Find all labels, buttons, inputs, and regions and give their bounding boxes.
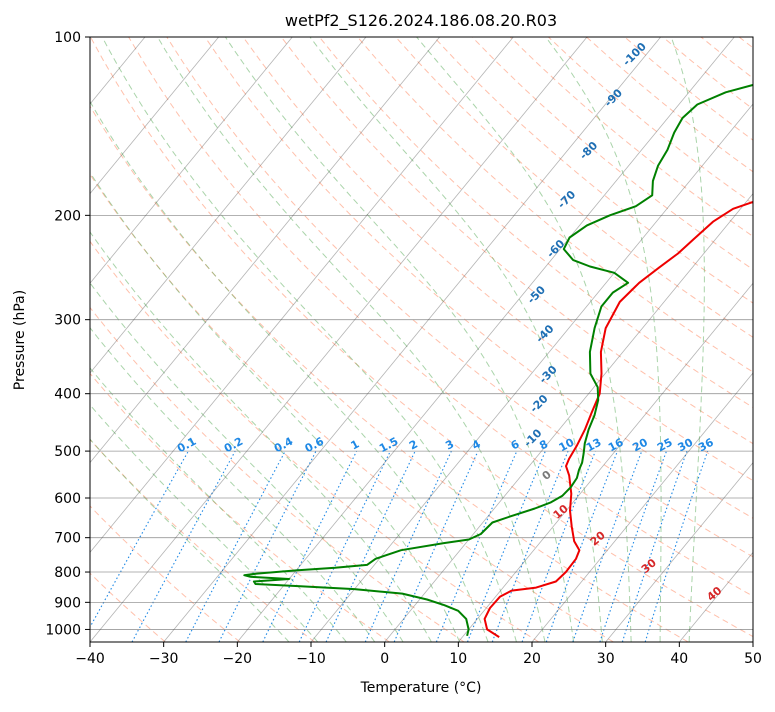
y-tick-label: 1000	[45, 622, 81, 638]
y-tick-label: 600	[54, 491, 81, 507]
x-tick-label: −30	[149, 651, 179, 667]
x-tick-label: −40	[75, 651, 105, 667]
chart-title: wetPf2_S126.2024.186.08.20.R03	[285, 11, 557, 31]
x-tick-label: 30	[597, 651, 615, 667]
y-tick-label: 500	[54, 444, 81, 460]
x-tick-label: 0	[380, 651, 389, 667]
y-tick-label: 800	[54, 565, 81, 581]
x-tick-label: 50	[744, 651, 762, 667]
x-tick-label: 20	[523, 651, 541, 667]
x-tick-label: 10	[449, 651, 467, 667]
y-axis-label: Pressure (hPa)	[12, 290, 28, 390]
y-tick-label: 100	[54, 30, 81, 46]
x-tick-label: −10	[296, 651, 326, 667]
x-axis-label: Temperature (°C)	[360, 680, 482, 696]
x-tick-label: −20	[223, 651, 253, 667]
y-tick-label: 300	[54, 313, 81, 329]
y-tick-label: 700	[54, 531, 81, 547]
y-tick-label: 400	[54, 387, 81, 403]
y-tick-label: 200	[54, 208, 81, 224]
y-tick-label: 900	[54, 595, 81, 611]
x-tick-label: 40	[670, 651, 688, 667]
